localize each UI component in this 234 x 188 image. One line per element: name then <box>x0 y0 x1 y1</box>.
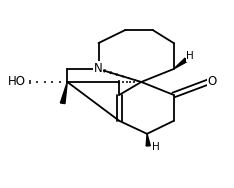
Polygon shape <box>146 134 150 146</box>
Text: HO: HO <box>7 75 26 88</box>
Polygon shape <box>174 58 188 69</box>
Text: H: H <box>152 142 160 152</box>
Text: H: H <box>186 51 194 61</box>
Text: N: N <box>93 62 102 75</box>
Polygon shape <box>60 82 67 104</box>
Text: O: O <box>208 75 217 88</box>
